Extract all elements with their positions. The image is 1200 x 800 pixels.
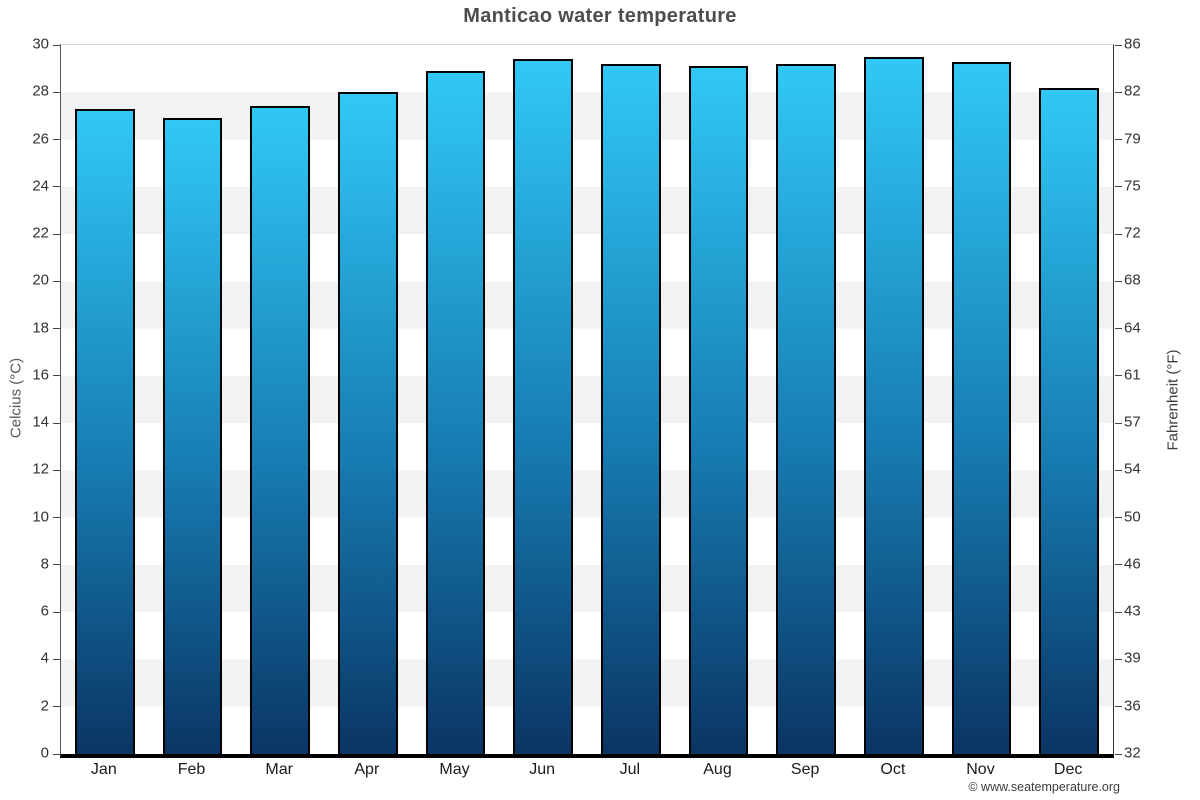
y-tick-label-celsius: 0 xyxy=(40,744,49,762)
right-tick-mark xyxy=(1114,280,1122,282)
left-tick-mark xyxy=(52,186,60,188)
right-tick-mark xyxy=(1114,233,1122,235)
x-tick-label-dec: Dec xyxy=(1053,761,1083,778)
left-tick-mark xyxy=(52,91,60,93)
y-tick-label-celsius: 4 xyxy=(40,649,49,667)
right-tick-mark xyxy=(1114,753,1122,755)
y-tick-label-fahrenheit: 32 xyxy=(1124,744,1141,762)
left-tick-mark xyxy=(52,422,60,424)
x-tick-label-may: May xyxy=(439,761,470,778)
y-tick-label-celsius: 2 xyxy=(40,697,49,715)
bar-dec xyxy=(1039,87,1099,754)
left-tick-mark xyxy=(52,139,60,141)
right-tick-mark xyxy=(1114,517,1122,519)
left-tick-mark xyxy=(52,233,60,235)
x-tick-label-feb: Feb xyxy=(177,761,206,778)
y-tick-label-celsius: 18 xyxy=(32,319,49,337)
y-tick-label-celsius: 8 xyxy=(40,555,49,573)
y-tick-label-fahrenheit: 82 xyxy=(1124,82,1141,100)
x-tick-label-mar: Mar xyxy=(265,761,293,778)
bar-may xyxy=(425,71,486,754)
x-tick-label-sep: Sep xyxy=(790,761,820,778)
x-tick-label-aug: Aug xyxy=(703,761,732,778)
bar-aug xyxy=(688,66,749,754)
y-tick-label-fahrenheit: 43 xyxy=(1124,602,1141,620)
y-tick-label-celsius: 12 xyxy=(32,460,49,478)
right-tick-mark xyxy=(1114,139,1122,141)
x-tick-label-apr: Apr xyxy=(354,761,380,778)
right-tick-mark xyxy=(1114,706,1122,708)
x-tick-label-jun: Jun xyxy=(529,761,556,778)
y-tick-label-fahrenheit: 39 xyxy=(1124,649,1141,667)
right-tick-mark xyxy=(1114,658,1122,660)
y-tick-label-celsius: 20 xyxy=(32,271,49,289)
bar-sep xyxy=(776,63,836,754)
x-tick-label-jul: Jul xyxy=(619,761,641,778)
y-axis-title-celsius: Celcius (°C) xyxy=(7,357,25,439)
right-tick-mark xyxy=(1114,328,1122,330)
y-tick-label-celsius: 26 xyxy=(32,130,49,148)
x-tick-label-jan: Jan xyxy=(90,761,117,778)
y-tick-label-fahrenheit: 68 xyxy=(1124,271,1141,289)
y-tick-label-celsius: 22 xyxy=(32,224,49,242)
y-tick-label-celsius: 24 xyxy=(32,177,49,195)
left-tick-mark xyxy=(52,375,60,377)
left-tick-mark xyxy=(52,280,60,282)
bar-jan xyxy=(75,108,135,754)
x-axis-tick-labels: Jan Feb Mar Apr May Jun Jul Aug Sep Oct Nov Dec xyxy=(60,757,1112,785)
right-tick-mark xyxy=(1114,375,1122,377)
y-tick-label-fahrenheit: 50 xyxy=(1124,508,1141,526)
plot-area xyxy=(52,44,1122,758)
y-axis-title-fahrenheit: Fahrenheit (°F) xyxy=(1164,349,1182,451)
bar-jun xyxy=(513,59,573,754)
y-tick-label-fahrenheit: 86 xyxy=(1124,35,1141,53)
footer-credit: © www.seatemperature.org xyxy=(968,780,1120,794)
bar-nov xyxy=(951,61,1012,754)
bar-jul xyxy=(601,63,661,754)
left-tick-mark xyxy=(52,564,60,566)
left-tick-mark xyxy=(52,658,60,660)
bar-mar xyxy=(250,106,310,754)
bar-apr xyxy=(338,92,398,754)
bar-oct xyxy=(864,56,924,754)
left-tick-mark xyxy=(52,611,60,613)
left-tick-mark xyxy=(52,517,60,519)
x-tick-label-oct: Oct xyxy=(880,761,906,778)
y-tick-label-celsius: 30 xyxy=(32,35,49,53)
y-tick-label-celsius: 28 xyxy=(32,82,49,100)
y-tick-label-fahrenheit: 36 xyxy=(1124,697,1141,715)
left-tick-mark xyxy=(52,706,60,708)
chart-title: Manticao water temperature xyxy=(463,5,737,27)
y-tick-label-fahrenheit: 61 xyxy=(1124,366,1141,384)
right-tick-mark xyxy=(1114,469,1122,471)
right-tick-mark xyxy=(1114,186,1122,188)
y-tick-label-fahrenheit: 72 xyxy=(1124,224,1141,242)
y-tick-label-fahrenheit: 46 xyxy=(1124,555,1141,573)
right-tick-mark xyxy=(1114,44,1122,46)
y-tick-label-fahrenheit: 64 xyxy=(1124,319,1141,337)
right-tick-mark xyxy=(1114,611,1122,613)
y-tick-label-fahrenheit: 54 xyxy=(1124,460,1141,478)
y-tick-label-fahrenheit: 79 xyxy=(1124,130,1141,148)
y-tick-label-celsius: 6 xyxy=(40,602,49,620)
left-tick-mark xyxy=(52,328,60,330)
left-tick-mark xyxy=(52,753,60,755)
left-tick-mark xyxy=(52,469,60,471)
bar-feb xyxy=(162,118,223,754)
y-tick-label-celsius: 10 xyxy=(32,508,49,526)
x-tick-label-nov: Nov xyxy=(966,761,995,778)
right-tick-mark xyxy=(1114,422,1122,424)
right-tick-mark xyxy=(1114,91,1122,93)
left-tick-mark xyxy=(52,44,60,46)
right-tick-mark xyxy=(1114,564,1122,566)
y-tick-label-fahrenheit: 57 xyxy=(1124,413,1141,431)
y-tick-label-fahrenheit: 75 xyxy=(1124,177,1141,195)
